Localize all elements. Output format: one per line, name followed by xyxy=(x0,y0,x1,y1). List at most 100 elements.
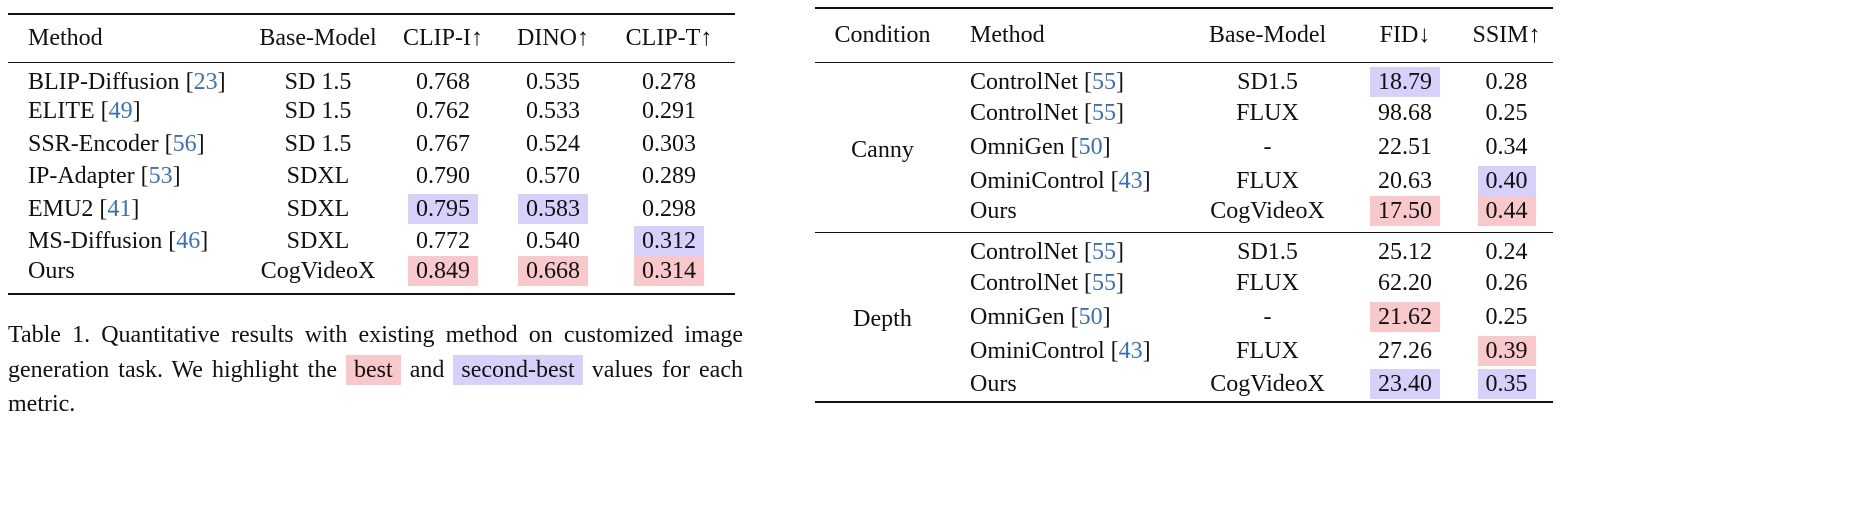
metric-cell: 25.12 xyxy=(1350,232,1460,266)
method-cell: ControlNet [55] xyxy=(970,68,1124,95)
metric-value: 0.314 xyxy=(634,256,704,286)
citation-link[interactable]: 46 xyxy=(176,228,201,255)
base-model-cell: SD 1.5 xyxy=(284,130,352,157)
metric-cell: 0.28 xyxy=(1460,62,1553,96)
base-model-cell: FLUX xyxy=(1236,337,1299,364)
method-name: ControlNet xyxy=(970,68,1078,95)
metric-cell: 0.40 xyxy=(1460,164,1553,198)
metric-cell: 0.24 xyxy=(1460,232,1553,266)
citation-link[interactable]: 56 xyxy=(172,130,197,157)
metric-cell: 23.40 xyxy=(1350,368,1460,402)
metric-value: 0.24 xyxy=(1485,238,1528,265)
metric-value: 62.20 xyxy=(1378,269,1432,296)
citation-link[interactable]: 50 xyxy=(1078,303,1103,330)
table-row: ControlNet [55] FLUX 62.20 0.26 xyxy=(815,266,1553,300)
metric-value: 21.62 xyxy=(1370,301,1440,332)
method-name: ControlNet xyxy=(970,238,1078,265)
header-method: Method xyxy=(970,21,1045,48)
metric-value: 0.772 xyxy=(416,228,470,255)
citation-link[interactable]: 55 xyxy=(1092,99,1116,126)
method-cell: ELITE [49] xyxy=(28,98,141,125)
base-model-cell: SDXL xyxy=(286,195,350,222)
method-cell: MS-Diffusion [46] xyxy=(28,228,209,255)
metric-value: 20.63 xyxy=(1378,167,1432,194)
table-row: Canny ControlNet [55] SD1.5 18.79 0.28 xyxy=(815,62,1553,163)
base-model-cell: SD1.5 xyxy=(1237,238,1298,265)
metric-cell: 20.63 xyxy=(1350,164,1460,198)
table-row: MS-Diffusion [46] SDXL 0.772 0.540 0.312 xyxy=(8,226,735,259)
table-row: Depth ControlNet [55] SD1.5 25.12 0.24 xyxy=(815,232,1553,333)
metric-value: 22.51 xyxy=(1378,133,1432,160)
table-row: ELITE [49] SD 1.5 0.762 0.533 0.291 xyxy=(8,96,735,129)
metric-cell: 0.34 xyxy=(1460,130,1553,164)
method-name: OminiControl xyxy=(970,167,1105,194)
metric-cell: 0.35 xyxy=(1460,368,1553,402)
citation-link[interactable]: 41 xyxy=(107,195,132,222)
base-model-cell: CogVideoX xyxy=(1210,198,1325,225)
method-name: Ours xyxy=(970,198,1017,225)
metric-value: 0.291 xyxy=(642,98,696,125)
base-model-cell: SD 1.5 xyxy=(284,68,352,95)
method-cell: ControlNet [55] xyxy=(970,99,1124,126)
method-cell: Ours xyxy=(950,198,1185,232)
metric-value: 0.849 xyxy=(408,256,478,286)
method-name: OminiControl xyxy=(970,337,1105,364)
metric-cell: 0.25 xyxy=(1460,96,1553,130)
table-row: BLIP-Diffusion [23] SD 1.5 0.768 0.535 0.278 xyxy=(8,62,735,96)
metric-value: 0.583 xyxy=(518,193,588,224)
metric-value: 0.278 xyxy=(642,68,696,95)
base-model-cell: SD 1.5 xyxy=(284,98,352,125)
base-model-cell: FLUX xyxy=(1236,167,1299,194)
metric-cell: 0.772 xyxy=(383,226,503,259)
method-name: SSR-Encoder xyxy=(28,130,159,157)
method-name: Ours xyxy=(28,258,75,284)
method-cell: ControlNet [55] xyxy=(970,269,1124,296)
metric-value: 0.524 xyxy=(526,130,580,157)
citation-link[interactable]: 55 xyxy=(1092,238,1116,265)
metric-value: 23.40 xyxy=(1370,369,1440,399)
metric-value: 0.39 xyxy=(1477,335,1536,366)
metric-value: 0.44 xyxy=(1477,196,1536,227)
metric-value: 0.795 xyxy=(408,193,478,224)
table-controllable-generation: Condition Method Base-Model FID↓ SSIM↑ C… xyxy=(815,7,1553,403)
caption-text: Table 1. Quantitative results with exist… xyxy=(8,322,743,383)
citation-link[interactable]: 23 xyxy=(193,68,218,95)
citation-link[interactable]: 43 xyxy=(1118,167,1143,194)
metric-cell: 0.298 xyxy=(603,193,735,226)
metric-cell: 0.26 xyxy=(1460,266,1553,300)
citation-link[interactable]: 53 xyxy=(148,163,173,190)
metric-cell: 0.303 xyxy=(603,128,735,161)
metric-value: 0.26 xyxy=(1485,269,1528,296)
metric-cell: 18.79 xyxy=(1350,62,1460,97)
table-customized-generation: Method Base-Model CLIP-I↑ DINO↑ CLIP-T↑ … xyxy=(8,13,735,295)
header-clip-i: CLIP-I↑ xyxy=(403,24,483,51)
citation-link[interactable]: 50 xyxy=(1078,133,1103,160)
citation-link[interactable]: 55 xyxy=(1092,68,1116,95)
legend-second-best: second-best xyxy=(453,354,583,385)
citation-link[interactable]: 43 xyxy=(1118,337,1143,364)
header-base-model: Base-Model xyxy=(259,24,377,51)
table-row: OminiControl [43] FLUX 27.26 0.39 xyxy=(815,334,1553,368)
metric-value: 17.50 xyxy=(1370,196,1440,227)
header-ssim: SSIM↑ xyxy=(1472,21,1541,48)
method-cell: OmniGen [50] xyxy=(970,303,1111,330)
header-condition: Condition xyxy=(834,21,931,48)
header-fid: FID↓ xyxy=(1379,21,1431,48)
table-row: OminiControl [43] FLUX 20.63 0.40 xyxy=(815,164,1553,198)
method-cell: IP-Adapter [53] xyxy=(28,163,181,190)
method-name: MS-Diffusion xyxy=(28,228,163,255)
condition-cell: Depth xyxy=(853,306,912,333)
method-cell: Ours xyxy=(8,258,253,294)
base-model-cell: SDXL xyxy=(286,228,350,255)
citation-link[interactable]: 49 xyxy=(108,98,133,125)
table-row: EMU2 [41] SDXL 0.795 0.583 0.298 xyxy=(8,193,735,226)
base-model-cell: CogVideoX xyxy=(1210,371,1325,397)
citation-link[interactable]: 55 xyxy=(1092,269,1116,296)
metric-value: 0.289 xyxy=(642,163,696,190)
method-cell: OmniGen [50] xyxy=(970,133,1111,160)
table-row: OmniGen [50] - 22.51 0.34 xyxy=(815,130,1553,164)
metric-cell: 17.50 xyxy=(1350,196,1460,232)
metric-value: 0.790 xyxy=(416,163,470,190)
metric-value: 0.40 xyxy=(1477,165,1536,196)
header-base-model: Base-Model xyxy=(1208,21,1327,48)
